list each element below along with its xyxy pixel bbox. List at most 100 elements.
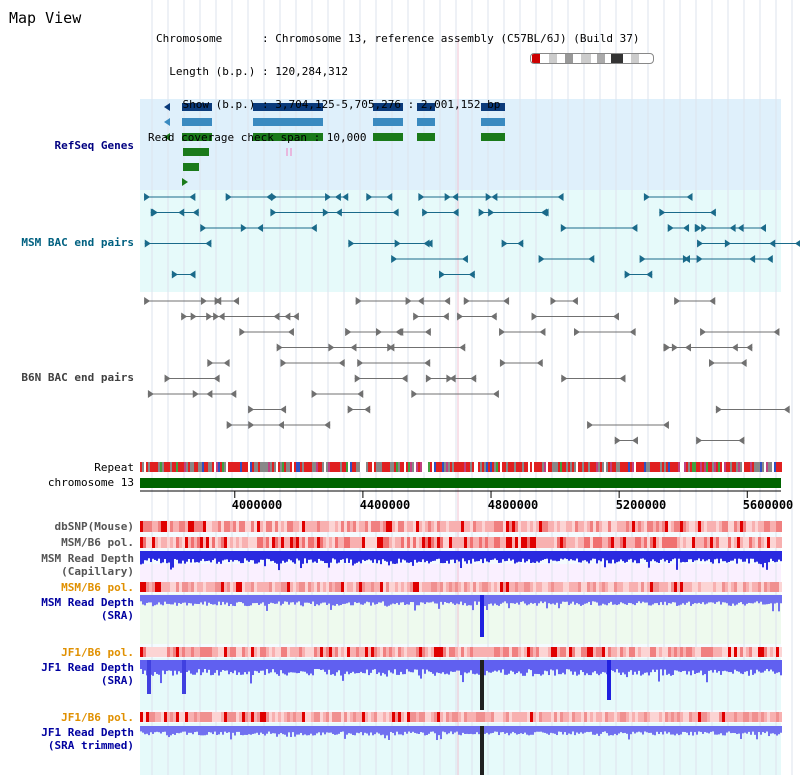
variant-density-cell xyxy=(728,582,731,592)
variant-density-cell xyxy=(380,521,383,532)
bac-end-marker xyxy=(461,255,468,263)
read-depth-bar xyxy=(762,660,764,673)
read-depth-bar xyxy=(470,660,472,671)
read-depth-bar xyxy=(670,595,672,604)
label-msm-bac[interactable]: MSM BAC end pairs xyxy=(21,236,134,249)
variant-density-cell xyxy=(332,582,335,592)
read-depth-bar xyxy=(570,660,572,672)
read-depth-bar xyxy=(176,660,178,675)
read-depth-bar xyxy=(590,726,592,732)
variant-density-cell xyxy=(632,521,635,532)
read-depth-bar xyxy=(356,595,358,604)
read-depth-bar xyxy=(750,551,752,559)
repeat-segment xyxy=(606,462,608,472)
label-jf1-depth-trimmed[interactable]: JF1 Read Depth (SRA trimmed) xyxy=(41,726,134,752)
read-depth-bar xyxy=(758,595,760,604)
label-msm-b6-pol-1[interactable]: MSM/B6 pol. xyxy=(61,536,134,549)
read-depth-bar xyxy=(776,551,778,562)
variant-density-cell xyxy=(560,712,563,722)
read-depth-bar xyxy=(736,660,738,672)
variant-density-cell xyxy=(176,582,179,592)
read-depth-bar xyxy=(388,660,390,671)
repeat-segment xyxy=(566,462,568,472)
variant-density-cell xyxy=(416,712,419,722)
repeat-segment xyxy=(304,462,306,472)
read-depth-bar xyxy=(638,660,640,671)
read-depth-bar xyxy=(606,726,608,734)
read-depth-bar xyxy=(200,726,202,736)
repeat-segment xyxy=(742,462,744,472)
read-depth-bar xyxy=(672,660,674,675)
variant-density-cell xyxy=(398,712,401,722)
gene-arrow xyxy=(182,178,188,186)
repeat-segment xyxy=(658,462,660,472)
read-depth-bar xyxy=(666,595,668,606)
repeat-segment xyxy=(522,462,524,472)
variant-density-cell xyxy=(176,521,179,532)
read-depth-bar xyxy=(744,595,746,606)
variant-density-cell xyxy=(653,582,656,592)
repeat-segment xyxy=(712,462,714,472)
read-depth-bar xyxy=(356,726,358,733)
bac-end-marker xyxy=(646,270,653,279)
read-depth-bar xyxy=(386,726,388,736)
read-depth-bar xyxy=(210,726,212,733)
label-refseq-genes[interactable]: RefSeq Genes xyxy=(54,139,134,152)
read-depth-bar xyxy=(442,660,444,673)
variant-density-cell xyxy=(758,647,761,657)
variant-density-cell xyxy=(302,712,305,722)
label-msm-depth-sra[interactable]: MSM Read Depth (SRA) xyxy=(41,596,134,622)
repeat-segment xyxy=(704,462,706,472)
read-depth-bar xyxy=(488,726,490,735)
read-depth-bar xyxy=(432,595,434,602)
read-depth-bar xyxy=(714,660,716,670)
variant-density-cell xyxy=(335,521,338,532)
chromosome-ideogram[interactable] xyxy=(530,53,654,64)
gene-feature xyxy=(417,118,435,126)
gene-feature xyxy=(417,103,435,111)
variant-density-cell xyxy=(485,521,488,532)
variant-density-cell xyxy=(359,537,362,548)
variant-density-cell xyxy=(623,647,626,657)
read-depth-bar xyxy=(734,660,736,670)
label-msm-b6-pol-2[interactable]: MSM/B6 pol. xyxy=(61,581,134,594)
read-depth-bar xyxy=(768,595,770,604)
read-depth-bar xyxy=(370,595,372,606)
read-depth-bar xyxy=(646,660,648,673)
variant-density-cell xyxy=(578,647,581,657)
read-depth-bar xyxy=(454,726,456,733)
variant-density-cell xyxy=(578,521,581,532)
read-depth-bar xyxy=(394,551,396,564)
bac-end-marker xyxy=(550,297,557,305)
read-depth-bar xyxy=(242,551,244,564)
variant-density-cell xyxy=(743,582,746,592)
read-depth-bar xyxy=(776,726,778,736)
variant-density-cell xyxy=(476,521,479,532)
label-b6n-bac[interactable]: B6N BAC end pairs xyxy=(21,371,134,384)
bac-end-marker xyxy=(386,193,393,201)
read-depth-bar xyxy=(650,595,652,606)
read-depth-bar xyxy=(396,660,398,675)
label-jf1-depth-sra[interactable]: JF1 Read Depth (SRA) xyxy=(41,661,134,687)
bac-end-marker xyxy=(280,359,287,367)
label-msm-depth-capillary[interactable]: MSM Read Depth (Capillary) xyxy=(41,552,134,578)
label-jf1-b6-pol-2[interactable]: JF1/B6 pol. xyxy=(61,711,134,724)
read-depth-bar xyxy=(600,595,602,606)
variant-density-cell xyxy=(509,582,512,592)
variant-density-cell xyxy=(542,537,545,548)
variant-density-cell xyxy=(539,537,542,548)
label-jf1-b6-pol-1[interactable]: JF1/B6 pol. xyxy=(61,646,134,659)
read-depth-bar xyxy=(574,726,576,736)
variant-density-cell xyxy=(668,712,671,722)
read-depth-bar xyxy=(640,551,642,559)
label-dbsnp[interactable]: dbSNP(Mouse) xyxy=(54,520,134,533)
variant-density-cell xyxy=(632,647,635,657)
read-depth-bar xyxy=(616,595,618,606)
bac-end-marker xyxy=(354,374,361,383)
read-depth-bar xyxy=(632,595,634,605)
read-depth-bar xyxy=(254,595,256,604)
variant-density-cell xyxy=(488,647,491,657)
repeat-segment xyxy=(698,462,700,472)
read-depth-bar xyxy=(362,660,364,674)
